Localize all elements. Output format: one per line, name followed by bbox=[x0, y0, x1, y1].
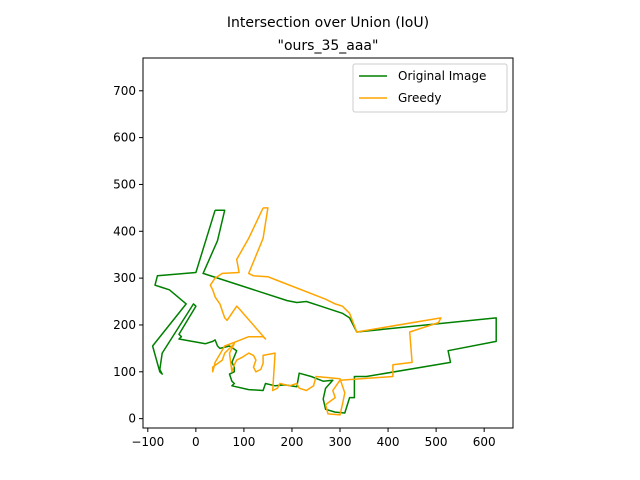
legend: Original Image Greedy bbox=[352, 63, 508, 113]
legend-label-original-image: Original Image bbox=[398, 69, 486, 83]
y-axis: 0 100 200 300 400 500 600 700 bbox=[113, 84, 143, 426]
series-line-greedy bbox=[209, 207, 442, 416]
x-tick-label: 300 bbox=[329, 435, 352, 449]
y-tick-label: 100 bbox=[113, 365, 136, 379]
x-tick-label: 0 bbox=[192, 435, 200, 449]
legend-label-greedy: Greedy bbox=[398, 91, 441, 105]
x-tick-label: −100 bbox=[131, 435, 164, 449]
chart-title: Intersection over Union (IoU) bbox=[227, 15, 429, 31]
legend-box bbox=[352, 63, 508, 113]
y-tick-label: 300 bbox=[113, 271, 136, 285]
y-tick-label: 400 bbox=[113, 224, 136, 238]
x-axis: −100 0 100 200 300 400 500 600 bbox=[131, 428, 496, 449]
y-tick-label: 600 bbox=[113, 131, 136, 145]
y-tick-label: 0 bbox=[128, 412, 136, 426]
x-tick-label: 100 bbox=[232, 435, 255, 449]
y-tick-label: 500 bbox=[113, 177, 136, 191]
x-tick-label: 400 bbox=[377, 435, 400, 449]
chart-subtitle: "ours_35_aaa" bbox=[278, 38, 379, 54]
x-tick-label: 600 bbox=[473, 435, 496, 449]
plot-lines bbox=[151, 207, 497, 416]
x-tick-label: 500 bbox=[425, 435, 448, 449]
plot-frame bbox=[142, 57, 514, 429]
y-tick-label: 200 bbox=[113, 318, 136, 332]
x-tick-label: 200 bbox=[281, 435, 304, 449]
y-tick-label: 700 bbox=[113, 84, 136, 98]
series-line-original-image bbox=[151, 209, 497, 414]
